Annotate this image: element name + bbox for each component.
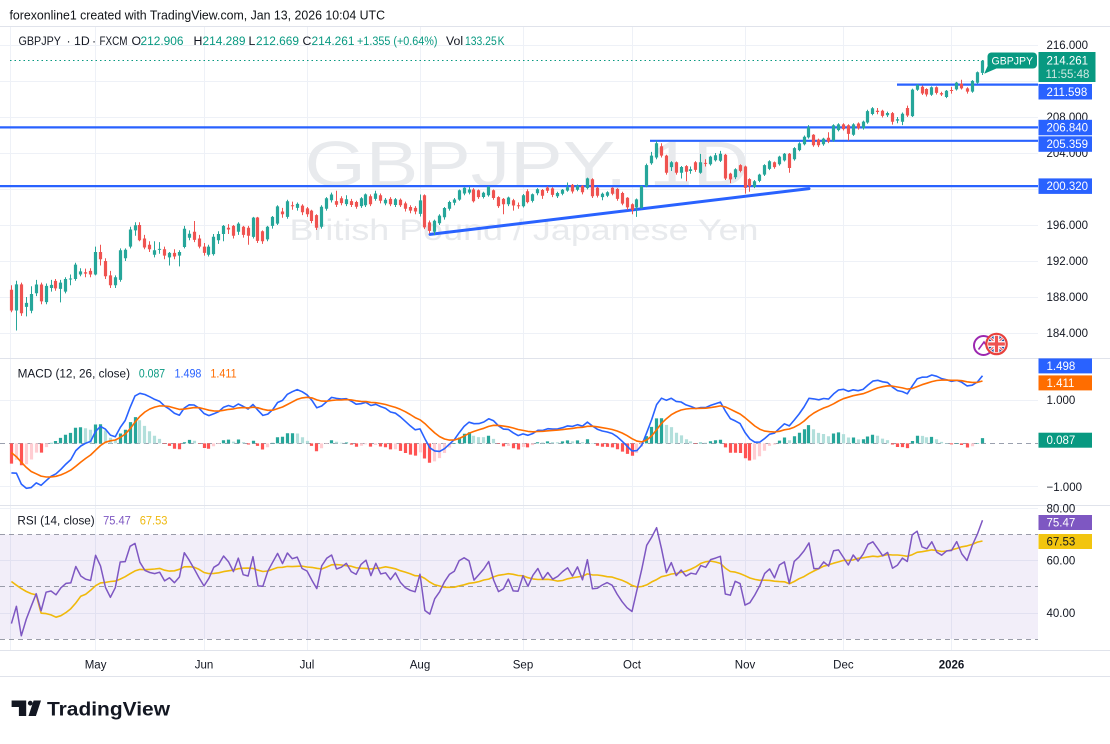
svg-text:Aug: Aug (410, 660, 430, 672)
svg-text:60.00: 60.00 (1047, 556, 1076, 568)
svg-text:216.000: 216.000 (1047, 40, 1089, 52)
svg-text:Jun: Jun (195, 660, 214, 672)
svg-text:Nov: Nov (735, 660, 756, 672)
svg-text:211.598: 211.598 (1047, 87, 1088, 99)
svg-text:−1.000: −1.000 (1047, 482, 1083, 494)
svg-text:May: May (85, 660, 107, 672)
svg-text:0.087: 0.087 (1047, 435, 1076, 447)
svg-text:80.00: 80.00 (1047, 503, 1076, 515)
svg-text:forexonline1 created with Trad: forexonline1 created with TradingView.co… (10, 8, 386, 23)
svg-text:75.47: 75.47 (1047, 518, 1076, 530)
svg-text:200.320: 200.320 (1047, 181, 1089, 193)
svg-text:GBPJPY, 1D: GBPJPY, 1D (305, 128, 750, 200)
svg-text:196.000: 196.000 (1047, 220, 1089, 232)
svg-text:TradingView: TradingView (47, 699, 171, 721)
svg-text:GBPJPY: GBPJPY (992, 56, 1034, 68)
svg-text:40.00: 40.00 (1047, 608, 1076, 620)
svg-text:206.840: 206.840 (1047, 123, 1089, 135)
svg-text:188.000: 188.000 (1047, 292, 1089, 304)
svg-text:1.498: 1.498 (1047, 361, 1076, 373)
svg-text:184.000: 184.000 (1047, 328, 1089, 340)
svg-text:214.261: 214.261 (1047, 56, 1089, 68)
svg-text:Dec: Dec (833, 660, 854, 672)
svg-text:192.000: 192.000 (1047, 256, 1089, 268)
svg-text:2026: 2026 (939, 660, 965, 672)
svg-text:1.000: 1.000 (1047, 395, 1076, 407)
svg-text:67.53: 67.53 (1047, 537, 1076, 549)
svg-text:Jul: Jul (300, 660, 315, 672)
svg-text:1.411: 1.411 (1047, 378, 1075, 390)
svg-text:Oct: Oct (623, 660, 642, 672)
svg-text:British Pound / Japanese Yen: British Pound / Japanese Yen (290, 214, 759, 247)
svg-text:Sep: Sep (513, 660, 533, 672)
svg-text:11:55:48: 11:55:48 (1046, 69, 1090, 81)
svg-text:205.359: 205.359 (1047, 139, 1089, 151)
